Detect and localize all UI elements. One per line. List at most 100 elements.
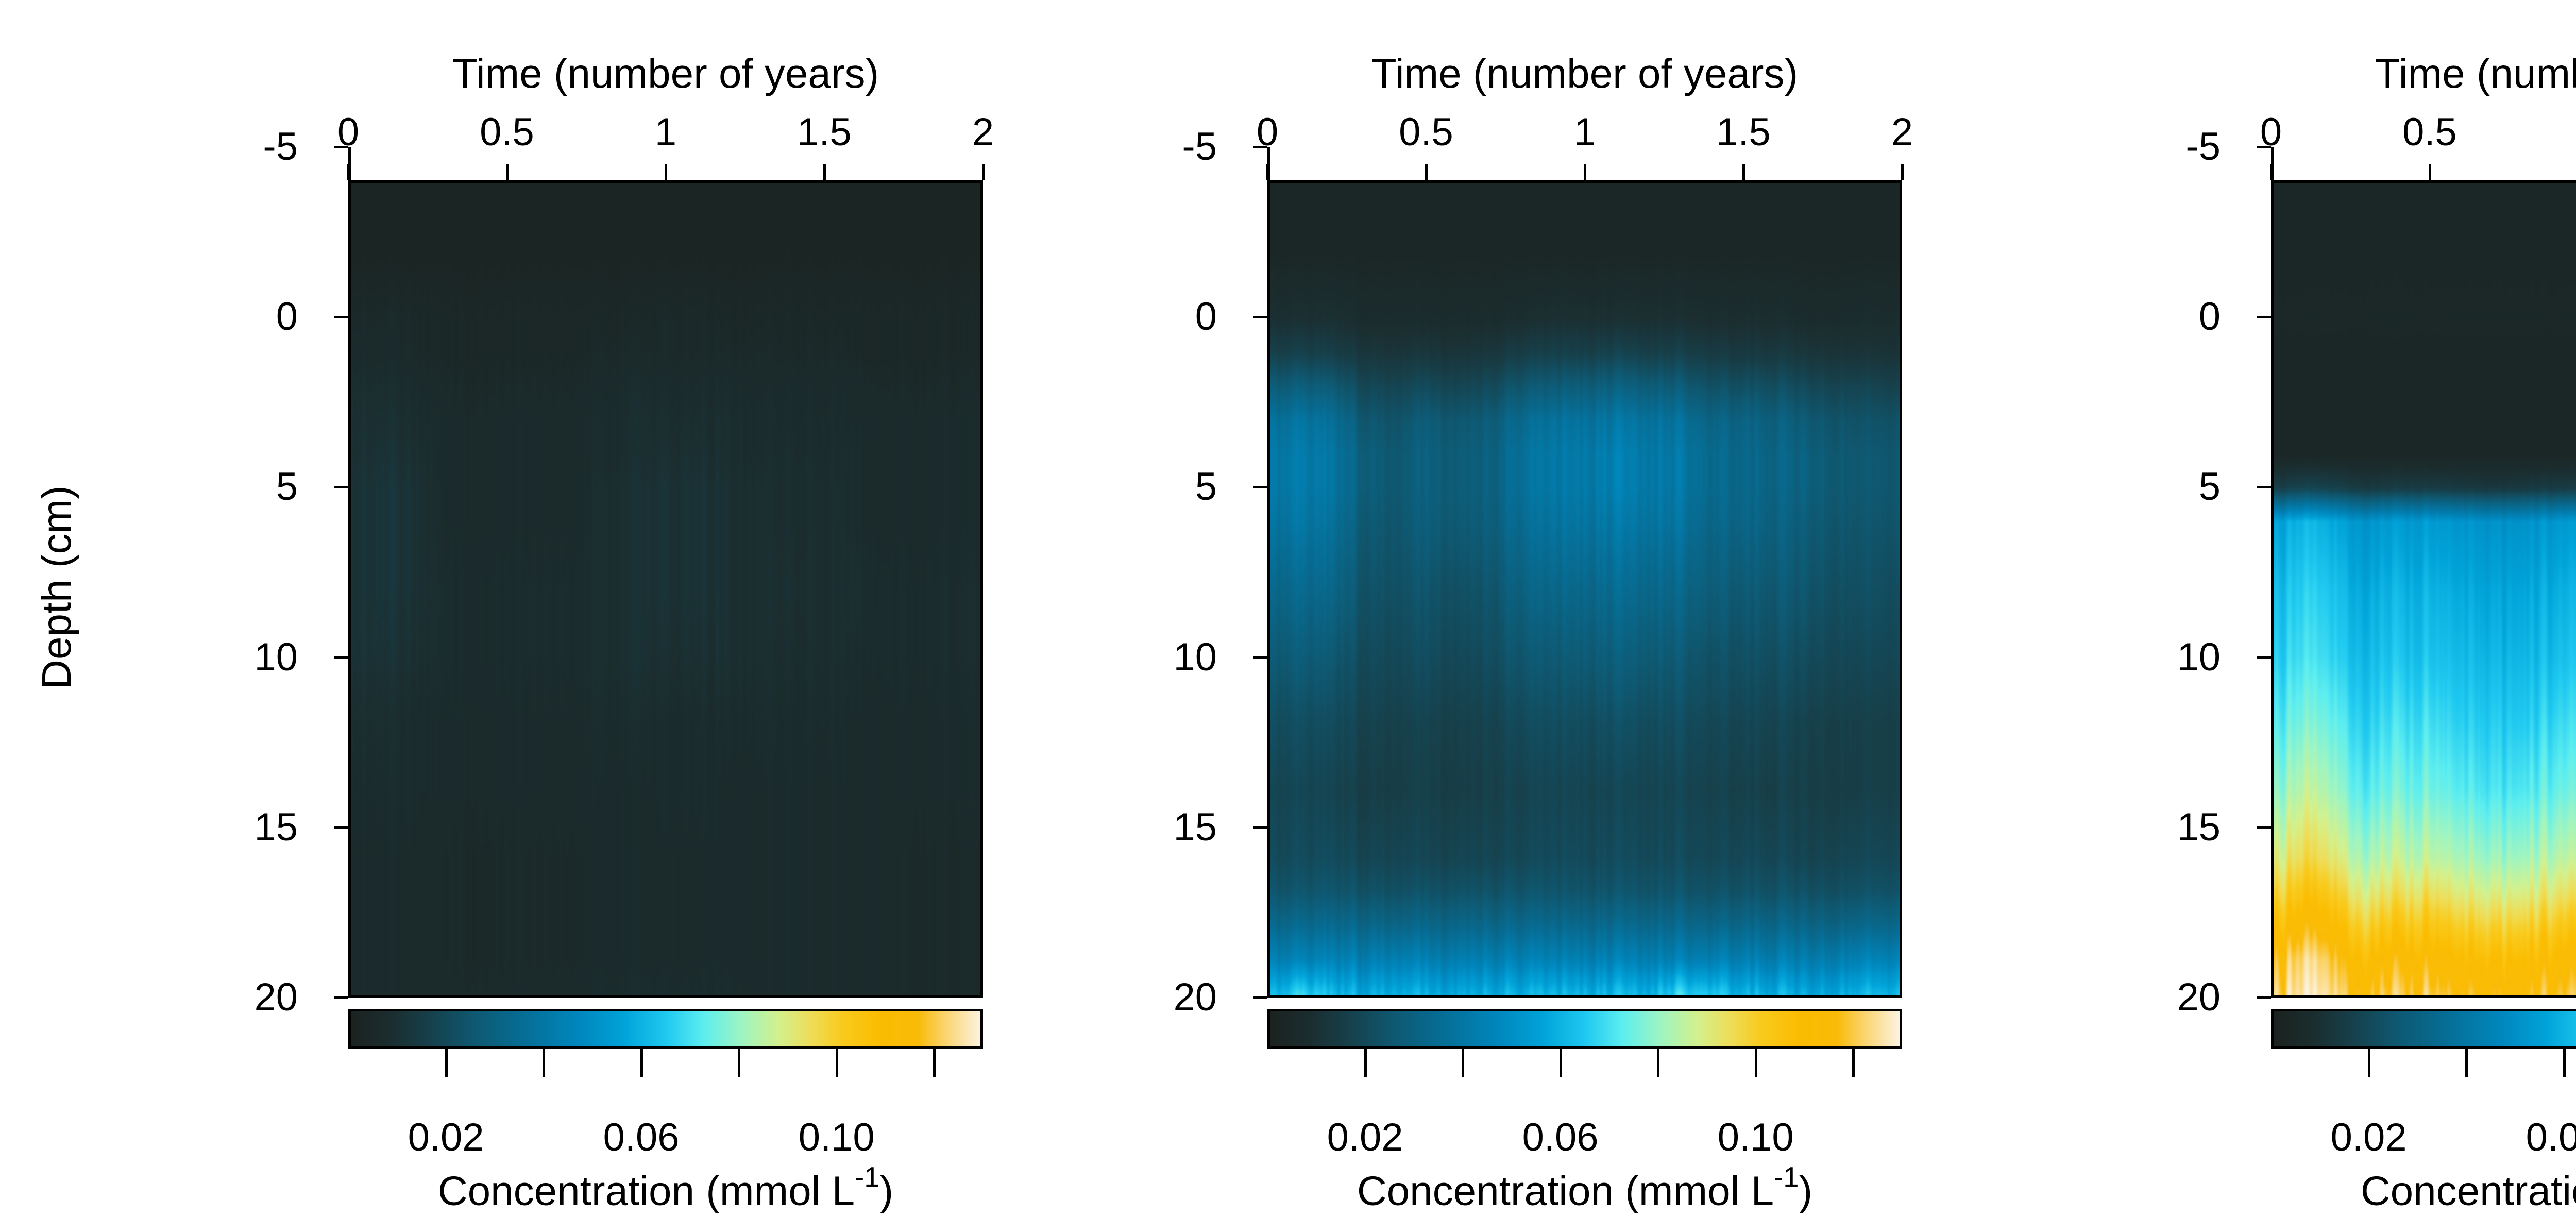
colorbar-tick [2563, 1049, 2566, 1077]
colorbar-tick-label: 0.02 [408, 1115, 484, 1159]
depth-tick-label: 5 [1195, 465, 1217, 509]
depth-tick-label: 15 [2177, 805, 2221, 849]
colorbar-title-suffix: ) [879, 1168, 894, 1214]
depth-tick [1253, 486, 1267, 489]
colorbar-title-panel-1: Concentration (mmol L-1) [348, 1161, 983, 1215]
depth-tick-label: -5 [263, 124, 298, 168]
colorbar-canvas-3 [2274, 1011, 2576, 1046]
depth-tick [2257, 996, 2271, 999]
depth-tick-label: 10 [1173, 635, 1217, 679]
depth-tick [1253, 826, 1267, 829]
time-tick-label: 1 [654, 110, 677, 154]
time-tick [506, 164, 509, 180]
depth-tick-label: 15 [254, 805, 298, 849]
colorbar-tick [933, 1049, 936, 1077]
colorbar-canvas-1 [351, 1011, 980, 1046]
depth-tick-label: 10 [254, 635, 298, 679]
y-axis-line [1267, 147, 1270, 183]
time-tick-label: 1.5 [1716, 110, 1771, 154]
depth-tick-label: 20 [254, 975, 298, 1019]
depth-tick-label: 10 [2177, 635, 2221, 679]
y-axis-line [2271, 147, 2274, 183]
colorbar-tick [738, 1049, 741, 1077]
depth-tick-label: 20 [1173, 975, 1217, 1019]
depth-tick [2257, 826, 2271, 829]
depth-tick [2257, 145, 2271, 148]
depth-tick [1253, 145, 1267, 148]
depth-tick-label: 0 [276, 295, 298, 339]
colorbar-title-superscript: -1 [855, 1161, 880, 1193]
depth-tick [334, 145, 348, 148]
depth-tick [1253, 656, 1267, 659]
colorbar-tick [1462, 1049, 1465, 1077]
heatmap-panel-1 [348, 180, 983, 998]
time-tick-label: 1 [2511, 111, 2576, 154]
colorbar-tick [1754, 1049, 1757, 1077]
colorbar-title-text: Concentration (mmol L [2360, 1168, 2576, 1214]
colorbar-tick-label: 0.02 [2330, 1115, 2407, 1159]
colorbar-tick-label: 0.10 [798, 1115, 875, 1159]
depth-tick-label: 15 [1173, 805, 1217, 849]
y-axis-line [348, 147, 351, 183]
time-tick [665, 164, 667, 180]
time-axis-title-panel-3: Time (number of years) [2375, 50, 2576, 96]
heatmap-canvas-2 [1270, 183, 1900, 995]
depth-tick [334, 316, 348, 318]
time-tick [2429, 164, 2431, 180]
depth-tick [2257, 486, 2271, 489]
time-tick [823, 164, 826, 180]
time-tick-label: 1 [1573, 110, 1596, 154]
time-tick [1584, 164, 1586, 180]
heatmap-panel-2 [1267, 180, 1902, 998]
time-tick-label: 1.5 [797, 110, 852, 154]
time-tick [982, 164, 985, 180]
depth-tick [1253, 996, 1267, 999]
colorbar-tick [2367, 1049, 2370, 1077]
y-axis-title: Depth (cm) [33, 485, 79, 689]
colorbar-tick [543, 1049, 546, 1077]
time-tick [1742, 164, 1745, 180]
depth-tick-label: 5 [2198, 465, 2221, 509]
colorbar-title-panel-3: Concentration (mmol L-1) [2271, 1165, 2576, 1215]
colorbar-title-panel-2: Concentration (mmol L-1) [1267, 1161, 1902, 1215]
colorbar-title-superscript: -1 [1774, 1161, 1799, 1193]
depth-tick [334, 826, 348, 829]
time-axis-title-panel-1: Time (number of years) [452, 50, 879, 96]
depth-tick [334, 486, 348, 489]
time-tick [1425, 164, 1428, 180]
depth-tick-label: 20 [2177, 975, 2221, 1019]
colorbar-tick [640, 1049, 643, 1077]
colorbar-tick [1559, 1049, 1562, 1077]
time-tick-label: 2 [972, 110, 994, 154]
depth-tick-label: 0 [1195, 295, 1217, 339]
colorbar-canvas-2 [1270, 1011, 1900, 1046]
time-tick-label: 0.5 [2402, 110, 2457, 154]
colorbar-tick [835, 1049, 838, 1077]
colorbar-title-suffix: ) [1799, 1168, 1813, 1214]
heatmap-panel-3 [2271, 180, 2576, 998]
depth-tick-label: 0 [2198, 295, 2221, 339]
colorbar-tick-label: 0.02 [1327, 1115, 1403, 1159]
time-axis-title-panel-2: Time (number of years) [1371, 50, 1799, 96]
depth-tick [334, 656, 348, 659]
colorbar-panel-2 [1267, 1009, 1902, 1049]
depth-tick-label: -5 [2185, 124, 2221, 168]
heatmap-canvas-3 [2274, 183, 2576, 995]
colorbar-tick [1364, 1049, 1367, 1077]
colorbar-tick [1657, 1049, 1660, 1077]
depth-tick [1253, 316, 1267, 318]
depth-tick [2257, 316, 2271, 318]
time-tick-label: 0.5 [480, 110, 534, 154]
colorbar-panel-1 [348, 1009, 983, 1049]
time-tick-label: 0.5 [1399, 110, 1453, 154]
colorbar-tick-label: 0.06 [1522, 1115, 1599, 1159]
colorbar-tick [1852, 1049, 1855, 1077]
depth-tick-label: 5 [276, 465, 298, 509]
time-tick [1901, 164, 1904, 180]
colorbar-tick [2465, 1049, 2468, 1077]
time-tick-label: 2 [1891, 110, 1913, 154]
depth-tick [334, 996, 348, 999]
colorbar-tick [445, 1049, 448, 1077]
colorbar-tick-label: 0.10 [1717, 1115, 1794, 1159]
colorbar-tick-label: 0.06 [603, 1115, 680, 1159]
